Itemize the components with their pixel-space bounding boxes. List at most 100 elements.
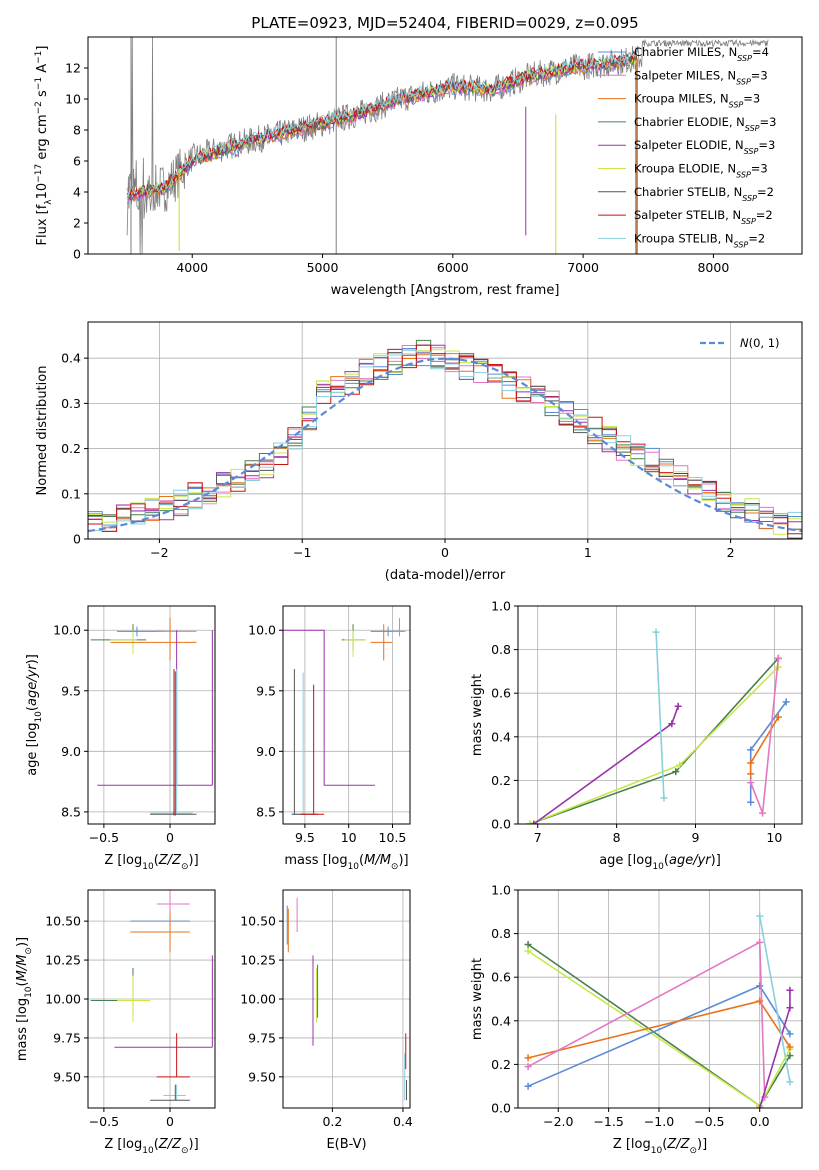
legend-text: Kroupa ELODIE, N bbox=[634, 162, 736, 176]
data-point bbox=[786, 986, 794, 994]
y-tick-label: 9.75 bbox=[53, 1030, 81, 1045]
label-segment: ⊙ bbox=[24, 947, 34, 955]
x-tick-label: 0.2 bbox=[322, 1114, 342, 1129]
data-point bbox=[526, 820, 534, 824]
series-line bbox=[655, 632, 665, 798]
y-tick-label: 0.0 bbox=[491, 1101, 511, 1116]
y-tick-label: 1.0 bbox=[491, 599, 511, 614]
y-tick-label: 2 bbox=[73, 216, 81, 231]
legend-label: Salpeter ELODIE, NSSP=3 bbox=[634, 138, 775, 156]
histogram-step bbox=[88, 344, 802, 535]
data-point bbox=[747, 779, 755, 787]
y-tick-label: 10.50 bbox=[45, 914, 81, 929]
data-point bbox=[774, 654, 782, 662]
x-axis-label: wavelength [Angstrom, rest frame] bbox=[331, 283, 560, 298]
model-spectrum bbox=[126, 53, 638, 198]
label-segment: (0, 1) bbox=[749, 336, 780, 350]
x-tick-label: 9.5 bbox=[295, 830, 315, 845]
data-point bbox=[676, 761, 684, 769]
y-tick-label: 0.4 bbox=[491, 1013, 511, 1028]
label-segment: )] bbox=[398, 853, 408, 868]
x-axis-label: E(B-V) bbox=[326, 1137, 366, 1152]
y-tick-label: 10.00 bbox=[45, 992, 81, 1007]
data-point bbox=[524, 1054, 532, 1062]
model-spectrum bbox=[126, 57, 638, 203]
y-tick-label: 8 bbox=[73, 123, 81, 138]
label-segment: Z [log bbox=[613, 1137, 651, 1152]
y-tick-label: 0 bbox=[73, 532, 81, 547]
y-tick-label: 0.4 bbox=[491, 729, 511, 744]
y-tick-label: 1.0 bbox=[491, 883, 511, 898]
data-layer bbox=[283, 618, 406, 815]
y-tick-label: 9.50 bbox=[248, 1069, 276, 1084]
grid bbox=[88, 890, 215, 1108]
data-point bbox=[530, 820, 538, 824]
legend-text: Chabrier ELODIE, N bbox=[634, 115, 745, 129]
label-segment: 10 bbox=[142, 1146, 154, 1156]
data-point bbox=[756, 912, 764, 920]
axes: −0.5 08.59.09.510.0Z [log10(Z/Z⊙)]age [lo… bbox=[25, 605, 216, 872]
x-tick-label: 0 bbox=[441, 545, 449, 560]
x-tick-label: −1 bbox=[293, 545, 311, 560]
label-segment: ( bbox=[154, 1137, 159, 1152]
label-segment: M/M bbox=[15, 955, 30, 982]
x-tick-label: −1.5 bbox=[593, 1114, 623, 1129]
label-segment: )] bbox=[189, 853, 199, 868]
plot-age-vs-Z: −0.5 08.59.09.510.0Z [log10(Z/Z⊙)]age [lo… bbox=[25, 605, 216, 872]
data-point bbox=[786, 1078, 794, 1086]
x-tick-label: 2 bbox=[727, 545, 735, 560]
data-layer bbox=[524, 912, 794, 1108]
plot-residuals: −2 −1 0 1 2 0 0.1 0.2 0.3 0.4 (data-model)/error No… bbox=[35, 321, 803, 583]
x-tick-label: 1 bbox=[584, 545, 592, 560]
data-point bbox=[668, 720, 676, 728]
plot-weight-vs-Z: −2.0 −1.5 −1.0 −0.5 0.0 0.0 0.2 0.4 0.6 0.8 1.0 Z [… bbox=[470, 883, 803, 1156]
data-point bbox=[747, 759, 755, 767]
x-axis-label: (data-model)/error bbox=[385, 568, 506, 583]
label-segment: age/yr bbox=[25, 663, 40, 706]
series-line bbox=[527, 940, 766, 1098]
axes: −2.0 −1.5 −1.0 −0.5 0.0 0.0 0.2 0.4 0.6 0.8 1.0 Z [… bbox=[470, 883, 803, 1156]
y-tick-label: 12 bbox=[65, 61, 81, 76]
data-point bbox=[524, 941, 532, 948]
legend-label: Salpeter MILES, NSSP=3 bbox=[634, 68, 768, 86]
y-tick-label: 0.6 bbox=[491, 686, 511, 701]
y-tick-label: 10.00 bbox=[240, 992, 276, 1007]
legend-label: Chabrier STELIB, NSSP=2 bbox=[634, 185, 774, 203]
normal-curve bbox=[88, 357, 802, 533]
x-tick-label: 7000 bbox=[567, 260, 599, 275]
y-tick-label: 10 bbox=[65, 92, 81, 107]
y-tick-label: 0.8 bbox=[491, 642, 511, 657]
y-tick-label: 0.4 bbox=[61, 351, 81, 366]
legend-text: Kroupa STELIB, N bbox=[634, 231, 734, 245]
data-point bbox=[756, 982, 764, 990]
data-point bbox=[756, 1104, 764, 1108]
y-tick-label: 9.75 bbox=[248, 1030, 276, 1045]
x-tick-label: 6000 bbox=[437, 260, 469, 275]
label-segment: Z/Z bbox=[158, 1137, 182, 1152]
data-layer bbox=[126, 37, 769, 254]
x-tick-label: 8 bbox=[613, 830, 621, 845]
y-tick-label: 9.50 bbox=[53, 1069, 81, 1084]
y-tick-label: 6 bbox=[73, 154, 81, 169]
label-segment: )] bbox=[25, 654, 40, 664]
label-segment: M/M bbox=[364, 853, 391, 868]
model-spectrum bbox=[126, 51, 638, 196]
y-tick-label: 9.5 bbox=[61, 683, 81, 698]
label-segment: N bbox=[740, 336, 749, 350]
data-point bbox=[786, 1052, 794, 1060]
chart-title: PLATE=0923, MJD=52404, FIBERID=0029, z=0… bbox=[251, 14, 638, 32]
x-tick-label: 0 bbox=[166, 830, 174, 845]
label-segment: ] bbox=[35, 46, 50, 51]
legend-label: Kroupa STELIB, NSSP=2 bbox=[634, 231, 765, 249]
legend-sub: SSP bbox=[737, 54, 752, 63]
legend-suffix: =3 bbox=[751, 68, 768, 82]
data-point bbox=[786, 1043, 794, 1051]
histogram-step bbox=[88, 349, 802, 535]
label-segment: ( bbox=[359, 853, 364, 868]
y-axis-label: mass weight bbox=[470, 958, 485, 1040]
y-tick-label: 0.2 bbox=[491, 773, 511, 788]
x-tick-label: 10 bbox=[766, 830, 782, 845]
